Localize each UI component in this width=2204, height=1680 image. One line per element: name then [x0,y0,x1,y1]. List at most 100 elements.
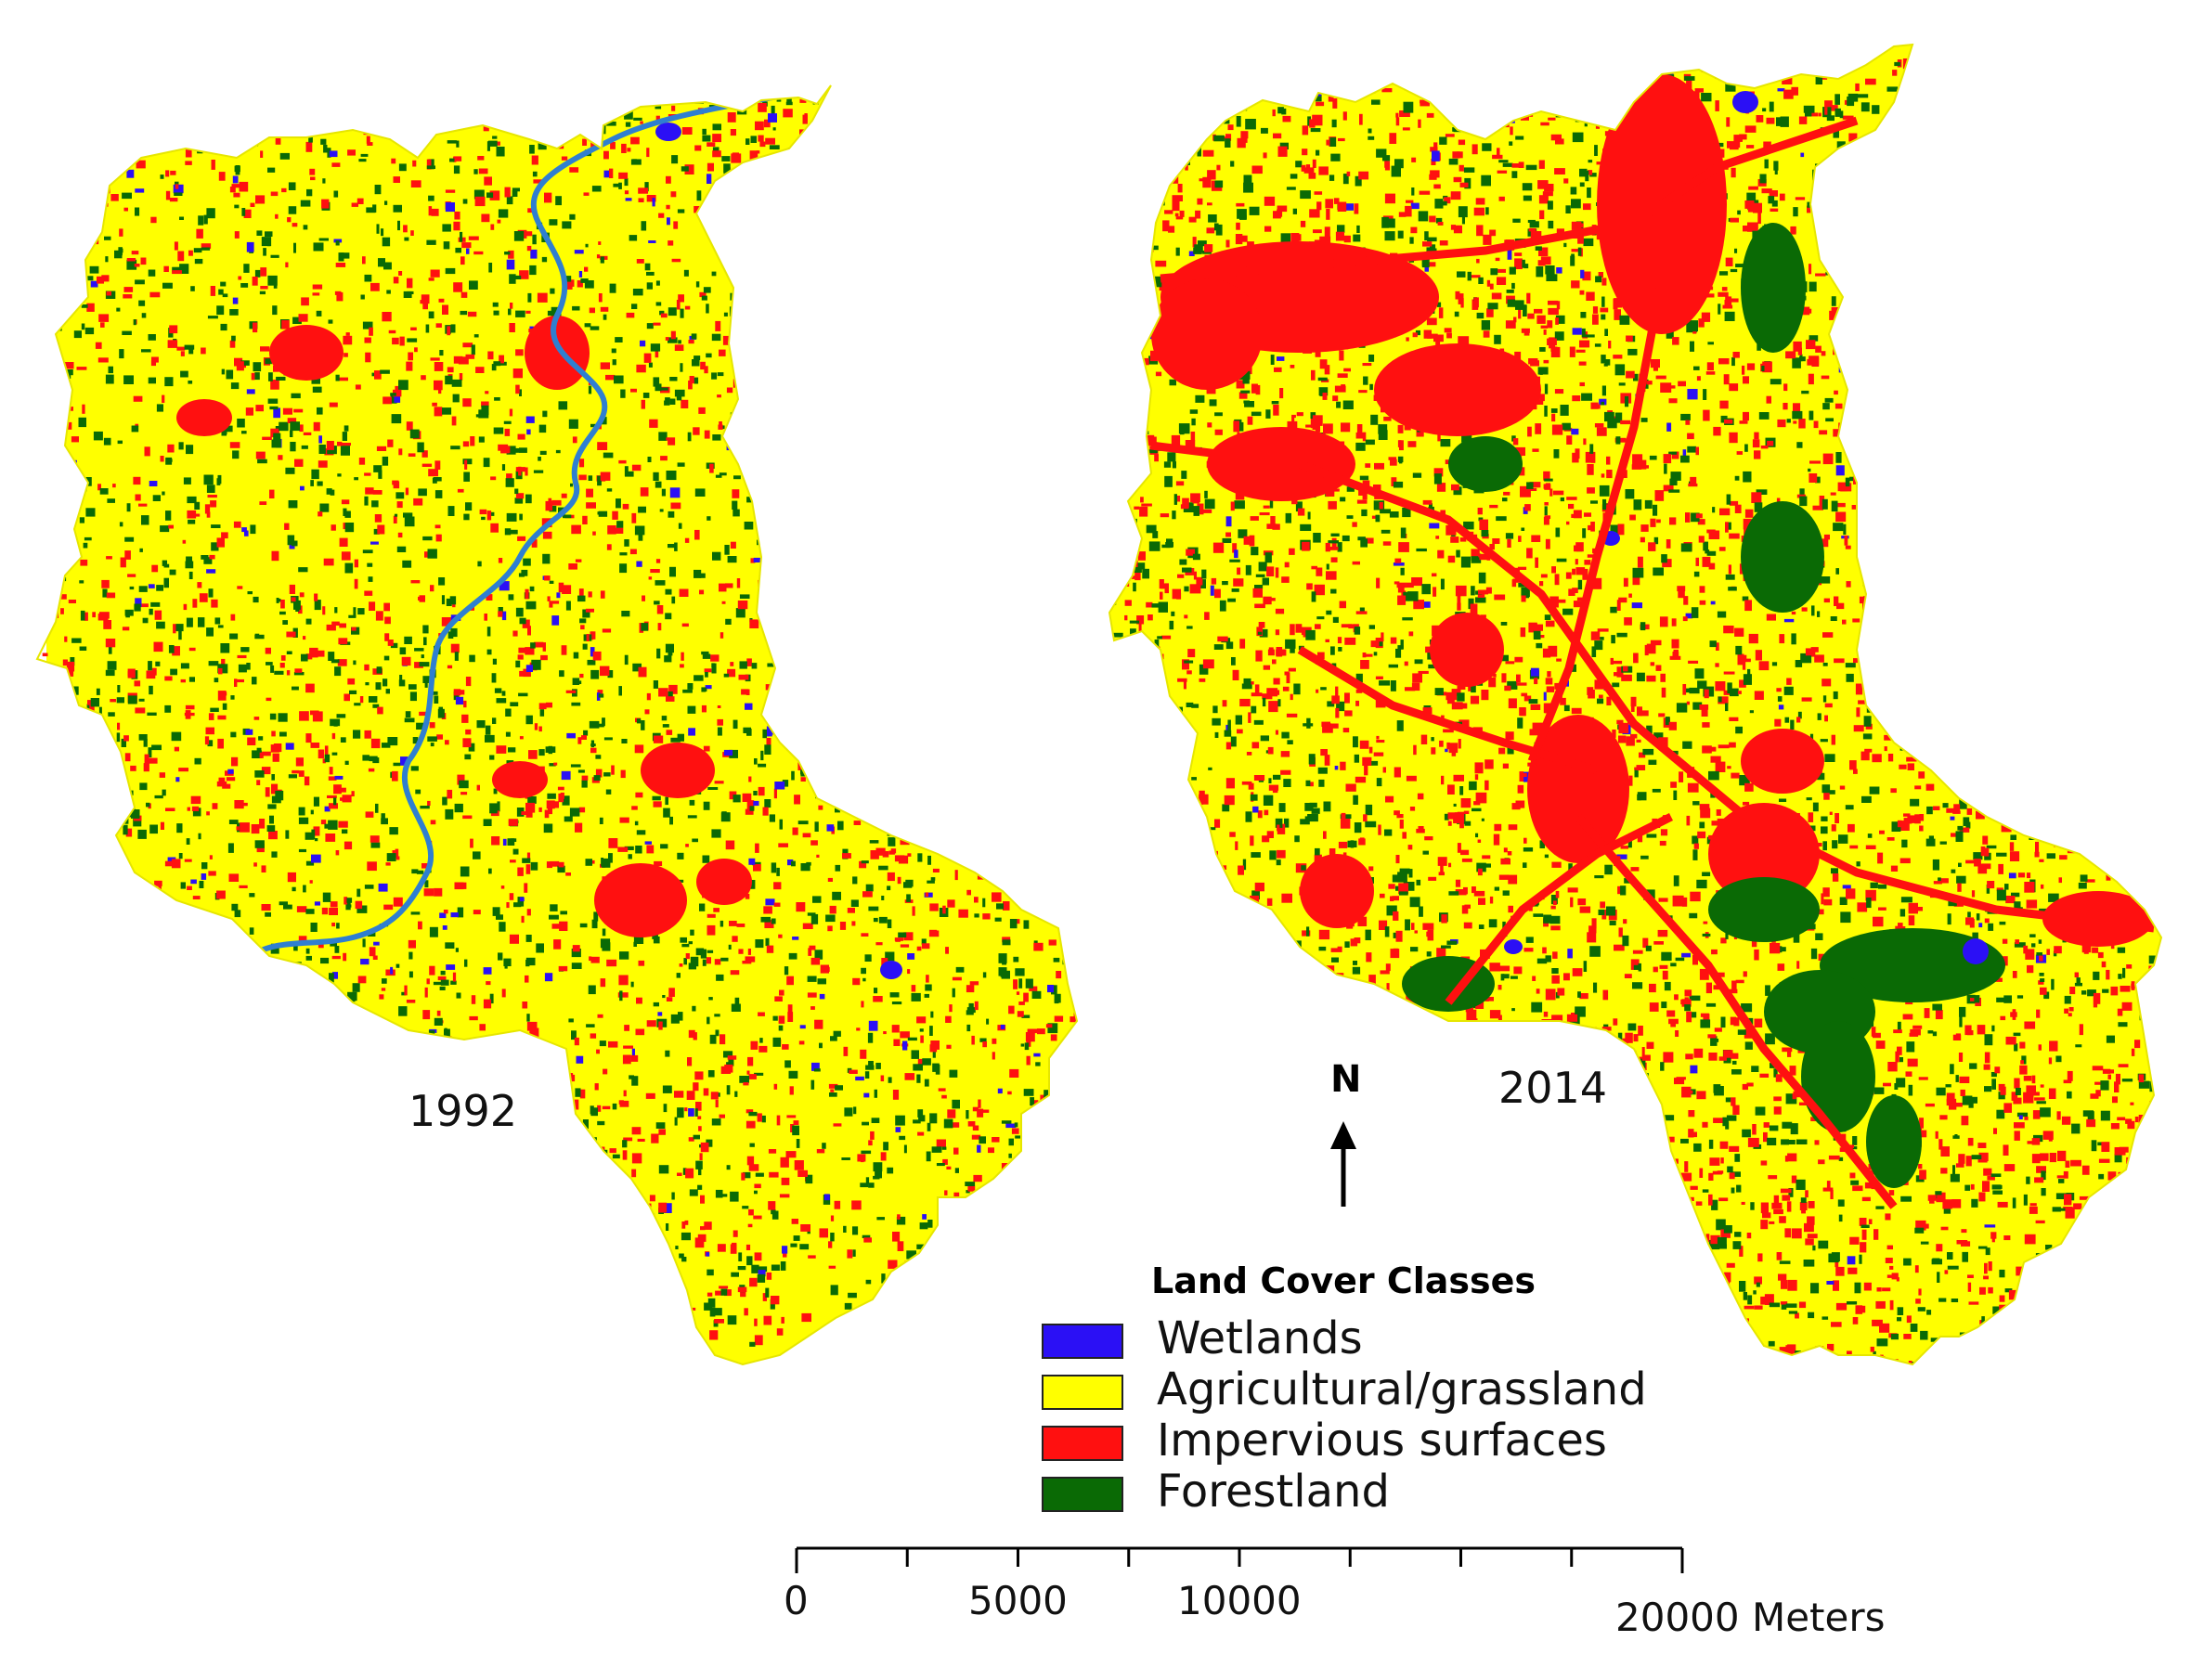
land-cover-cell [142,981,147,986]
land-cover-cell [562,221,572,229]
land-cover-cell [326,488,332,495]
land-cover-cell [217,1116,225,1123]
land-cover-cell [590,1033,597,1039]
land-cover-cell [266,1330,271,1338]
land-cover-cell [192,896,201,899]
land-cover-cell [694,569,702,578]
land-cover-cell [383,262,392,270]
land-cover-cell [525,864,531,874]
land-cover-cell [1066,441,1075,448]
land-cover-cell [221,431,227,436]
land-cover-cell [106,556,112,560]
land-cover-cell [120,992,127,998]
land-cover-cell [167,1299,175,1304]
land-cover-cell [833,1030,841,1037]
land-cover-cell [600,590,605,599]
land-cover-cell [1054,1182,1062,1191]
land-cover-cell [66,1263,71,1272]
land-cover-cell [194,258,203,265]
land-cover-cell [186,556,192,564]
land-cover-cell [1065,149,1070,160]
land-cover-cell [778,934,783,938]
land-cover-cell [547,310,557,317]
land-cover-cell [750,558,756,563]
land-cover-cell [970,1208,979,1218]
land-cover-cell [101,275,110,282]
land-cover-cell [227,1097,230,1105]
land-cover-cell [962,1264,971,1272]
land-cover-cell [947,1335,953,1340]
land-cover-cell [75,1100,80,1107]
land-cover-cell [81,1061,89,1069]
land-cover-cell [401,991,406,996]
land-cover-cell [733,795,741,803]
land-cover-cell [188,981,199,989]
land-cover-cell [376,1033,383,1040]
land-cover-cell [531,155,538,165]
land-cover-cell [355,1069,359,1075]
land-cover-cell [488,1183,499,1191]
land-cover-cell [758,135,764,142]
land-cover-cell [1074,281,1077,286]
land-cover-cell [165,1333,174,1340]
land-cover-cell [384,616,391,625]
land-cover-cell [830,1285,838,1296]
land-cover-cell [253,1094,259,1103]
land-cover-cell [391,1208,395,1212]
land-cover-cell [946,575,954,585]
land-cover-cell [922,260,929,268]
land-cover-cell [1069,902,1072,910]
land-cover-cell [600,1380,604,1389]
land-cover-cell [1005,864,1014,873]
land-cover-cell [395,385,398,392]
land-cover-cell [157,101,167,106]
land-cover-cell [549,1352,554,1357]
land-cover-cell [824,393,833,397]
land-cover-cell [1041,87,1051,97]
land-cover-cell [391,1295,401,1299]
land-cover-cell [930,540,936,550]
land-cover-cell [131,1318,138,1325]
land-cover-cell [242,1354,247,1363]
land-cover-cell [625,471,634,477]
land-cover-cell [884,821,888,832]
land-cover-cell [638,187,648,194]
land-cover-cell [591,1169,597,1175]
land-cover-cell [526,1014,530,1022]
land-cover-cell [118,85,128,93]
land-cover-cell [931,846,940,849]
land-cover-cell [497,801,500,812]
land-cover-cell [864,735,874,743]
land-cover-cell [255,1157,261,1160]
land-cover-cell [687,432,692,442]
land-cover-cell [1038,655,1044,666]
land-cover-cell [97,1235,106,1244]
land-cover-cell [590,631,596,640]
land-cover-cell [91,1155,98,1163]
land-cover-cell [180,1286,191,1295]
land-cover-cell [759,214,770,222]
land-cover-cell [175,1226,180,1236]
land-cover-cell [892,1232,901,1242]
land-cover-cell [590,326,600,330]
land-cover-cell [122,627,130,631]
land-cover-cell [783,482,792,490]
land-cover-cell [169,325,178,334]
land-cover-cell [368,768,375,772]
land-cover-cell [251,950,259,960]
land-cover-cell [457,907,464,918]
land-cover-cell [934,366,941,374]
land-cover-cell [913,704,918,713]
land-cover-cell [78,890,88,897]
land-cover-cell [387,737,398,746]
land-cover-cell [1067,466,1077,472]
land-cover-cell [706,957,711,964]
land-cover-cell [913,717,920,725]
land-cover-cell [1043,226,1051,232]
land-cover-cell [600,472,611,481]
land-cover-cell [968,270,973,275]
land-cover-cell [138,734,148,741]
land-cover-cell [754,1335,763,1346]
land-cover-cell [888,116,896,127]
land-cover-cell [644,709,650,715]
